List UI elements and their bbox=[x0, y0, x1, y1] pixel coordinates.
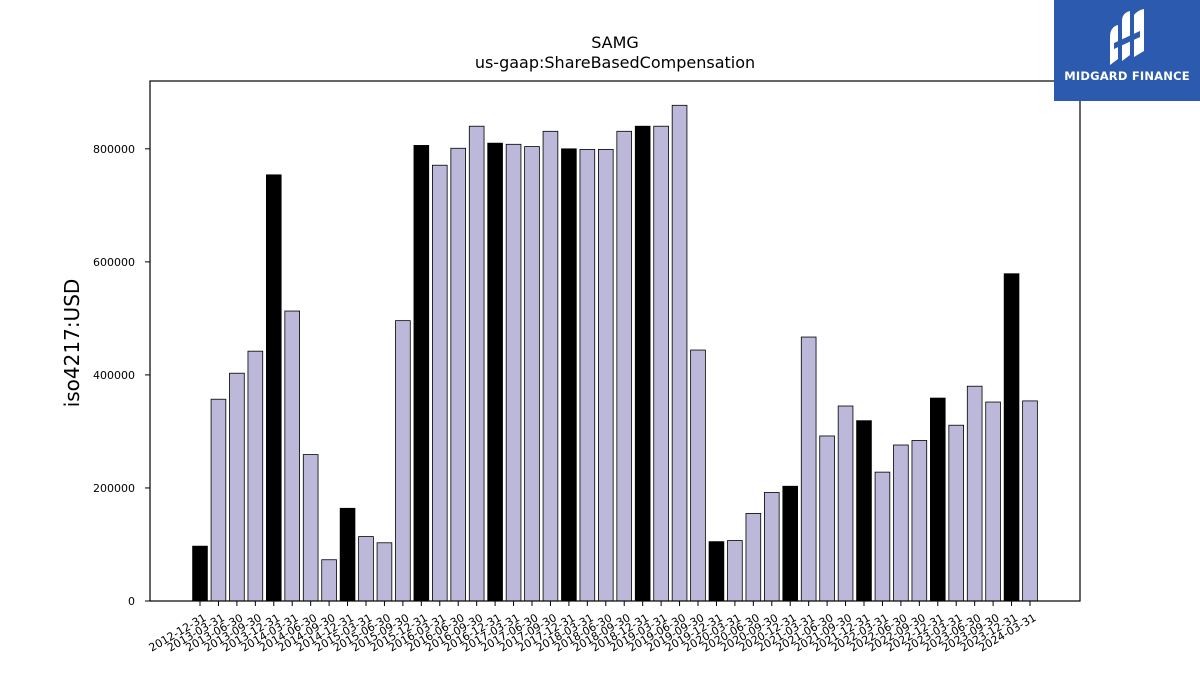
y-tick-label: 0 bbox=[128, 595, 135, 608]
bar-2022-12-31 bbox=[930, 397, 946, 602]
chart-subtitle: us-gaap:ShareBasedCompensation bbox=[474, 53, 756, 72]
x-axis-ticks: 2012-12-312013-03-312013-06-302013-09-30… bbox=[147, 601, 1039, 654]
bar-2023-09-30 bbox=[985, 401, 1001, 602]
bar-2018-09-30 bbox=[616, 130, 633, 602]
bar-2016-09-30 bbox=[468, 125, 485, 602]
chart-title: SAMG bbox=[591, 33, 639, 52]
bar-2014-06-30 bbox=[302, 454, 319, 602]
bar-2023-06-30 bbox=[966, 385, 983, 602]
y-axis-ticks: 0 200000 400000 600000 800000 bbox=[93, 143, 150, 608]
bar-2018-06-30 bbox=[598, 148, 614, 602]
bar-2017-12-31 bbox=[561, 148, 577, 602]
bar-2022-09-30 bbox=[911, 440, 928, 602]
bar-2020-06-30 bbox=[745, 512, 762, 602]
bar-2014-03-31 bbox=[284, 310, 300, 602]
bar-2017-09-30 bbox=[542, 130, 559, 602]
bar-2021-09-30 bbox=[837, 405, 854, 602]
bar-2020-03-31 bbox=[727, 540, 743, 602]
bar-2020-12-31 bbox=[782, 485, 799, 602]
bars-group bbox=[192, 104, 1038, 602]
y-tick-label: 400000 bbox=[93, 369, 135, 382]
bar-2015-12-31 bbox=[413, 145, 430, 602]
bar-2017-06-30 bbox=[524, 146, 540, 602]
bar-2023-12-31 bbox=[1003, 273, 1020, 602]
bar-2019-12-31 bbox=[708, 541, 725, 602]
bar-2018-12-31 bbox=[634, 125, 651, 602]
bar-2014-09-30 bbox=[321, 559, 337, 602]
bar-2013-06-30 bbox=[229, 372, 245, 602]
bar-2022-03-31 bbox=[874, 471, 891, 602]
bar-2023-03-31 bbox=[948, 424, 965, 602]
bar-2016-06-30 bbox=[450, 147, 466, 602]
bar-2022-06-30 bbox=[893, 444, 909, 602]
bar-2024-03-31 bbox=[1022, 400, 1038, 602]
bar-2015-09-30 bbox=[395, 320, 411, 602]
bar-2013-03-31 bbox=[210, 398, 227, 602]
bar-2020-09-30 bbox=[764, 492, 780, 602]
y-tick-label: 800000 bbox=[93, 143, 135, 156]
bar-2017-03-31 bbox=[505, 143, 522, 602]
bar-2014-12-31 bbox=[339, 507, 356, 602]
bar-2016-03-31 bbox=[431, 164, 448, 602]
bar-2012-12-31 bbox=[192, 545, 208, 602]
brand-logo: MIDGARD FINANCE bbox=[1054, 0, 1200, 101]
bar-2021-12-31 bbox=[856, 420, 872, 602]
bar-2021-06-30 bbox=[819, 435, 835, 602]
bar-2018-03-31 bbox=[579, 148, 596, 602]
bar-2021-03-31 bbox=[800, 336, 817, 602]
y-tick-label: 200000 bbox=[93, 482, 135, 495]
y-tick-label: 600000 bbox=[93, 256, 135, 269]
bar-2015-06-30 bbox=[376, 542, 393, 602]
bar-2013-12-31 bbox=[265, 174, 282, 602]
bar-2019-06-30 bbox=[671, 104, 688, 602]
bar-2016-12-31 bbox=[487, 142, 503, 602]
plot-frame bbox=[149, 80, 1081, 602]
y-axis-label: iso4217:USD bbox=[60, 278, 84, 408]
logo-text: MIDGARD FINANCE bbox=[1064, 69, 1190, 83]
bar-2013-09-30 bbox=[247, 350, 264, 602]
bar-2019-03-31 bbox=[653, 125, 669, 602]
bar-2015-03-31 bbox=[358, 536, 374, 602]
midgard-logo-icon bbox=[1110, 9, 1144, 65]
bar-2019-09-30 bbox=[690, 349, 706, 602]
